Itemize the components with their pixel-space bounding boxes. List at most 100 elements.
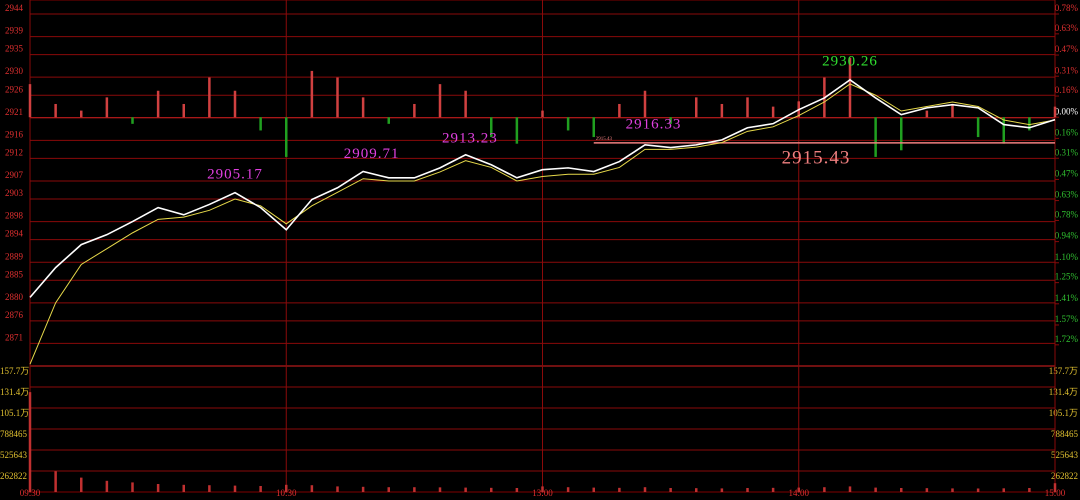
volume-bar [310,485,314,492]
breadth-bar [951,103,954,118]
volume-bar [413,487,416,492]
y-tick-label: 2926 [5,84,24,94]
breadth-bar [566,117,570,131]
volume-tick-label: 262822 [0,471,27,481]
breadth-bar [490,117,493,138]
breadth-bar [900,117,903,151]
breadth-bar [1053,106,1057,118]
volume-tick-label: 131.4万 [1049,387,1078,397]
y2-tick-label: 0.47% [1055,168,1079,178]
breadth-bar [233,90,237,118]
breadth-bar [515,117,519,144]
volume-tick-label: 157.7万 [1049,366,1078,376]
volume-bar [951,488,954,492]
breadth-bar [976,117,980,138]
volume-bar [464,487,467,492]
volume-bar [54,471,57,492]
volume-bar [976,488,980,492]
y2-tick-label: 0.16% [1055,127,1079,137]
y2-tick-label: 0.78% [1055,209,1079,219]
y-tick-label: 2939 [5,26,24,36]
y2-tick-label: 0.00% [1055,106,1079,116]
price-line [29,78,1056,298]
x-tick-label: 10:30 [276,488,297,498]
breadth-bar [387,117,390,124]
volume-tick-label: 105.1万 [0,408,29,418]
volume-tick-label: 525643 [1051,450,1079,460]
volume-tick-label: 157.7万 [0,366,29,376]
breadth-bar [80,110,83,118]
y2-tick-label: 1.10% [1055,252,1079,262]
y-tick-label: 2894 [5,229,24,239]
volume-bar [669,488,672,492]
volume-bar [618,487,621,492]
volume-bar [515,488,519,492]
volume-bar [566,487,570,492]
volume-bar [823,487,826,492]
breadth-bar [592,117,595,138]
volume-bar [1053,483,1057,492]
volume-tick-label: 105.1万 [1049,408,1078,418]
x-tick-label: 15:00 [1045,488,1066,498]
volume-tick-label: 262822 [1051,471,1078,481]
volume-bar [208,485,211,492]
breadth-bar [695,97,698,118]
y-tick-label: 2880 [5,292,24,302]
breadth-bar [361,97,365,118]
x-tick-label: 13:00 [532,488,553,498]
volume-bar [131,482,134,492]
y-tick-label: 2876 [5,310,24,320]
volume-bar [797,487,800,492]
volume-bar [490,487,493,492]
breadth-bar [438,84,442,118]
annotation: 2930.26 [822,53,878,69]
annotation: 2909.71 [344,146,400,162]
y2-tick-label: 0.31% [1055,147,1079,157]
y-tick-label: 2903 [5,188,24,198]
volume-bar [105,480,109,492]
y2-tick-label: 0.16% [1055,85,1079,95]
y-tick-label: 2889 [5,251,24,261]
y2-tick-label: 1.57% [1055,314,1079,324]
annotation: 2913.23 [442,130,498,146]
breadth-bar [310,70,314,118]
breadth-bar [771,106,775,118]
breadth-bar [413,103,416,118]
y2-tick-label: 1.25% [1055,272,1079,282]
breadth-bar [848,57,852,118]
volume-tick-label: 525643 [0,450,28,460]
annotation: 2916.33 [626,116,682,132]
average-line [29,83,1056,365]
breadth-bar [208,77,211,118]
breadth-bar [720,103,724,118]
volume-tick-label: 788465 [1051,429,1079,439]
x-tick-label: 14:00 [788,488,809,498]
breadth-bar [336,77,339,118]
volume-bar [900,488,903,492]
reference-label: 2915.43 [782,147,851,168]
breadth-bar [156,90,160,118]
volume-bar [28,392,32,492]
reference-label-small: 2915.43 [596,137,613,142]
y2-tick-label: 1.41% [1055,293,1079,303]
y-tick-label: 2930 [5,66,24,76]
volume-bar [720,488,724,492]
breadth-bar [182,103,185,118]
breadth-bar [643,90,647,118]
y2-tick-label: 1.72% [1055,334,1079,344]
y2-tick-label: 0.47% [1055,44,1079,54]
breadth-bar [1028,117,1031,131]
y-tick-label: 2921 [5,107,23,117]
breadth-bar [618,103,621,118]
volume-bar [1028,488,1031,492]
volume-bar [336,486,339,492]
volume-bar [438,487,442,492]
breadth-bar [669,117,672,124]
breadth-bar [105,97,109,118]
volume-bar [541,486,544,492]
volume-bar [387,487,390,492]
breadth-bar [746,97,749,118]
volume-bar [643,487,647,492]
volume-bar [592,487,595,492]
